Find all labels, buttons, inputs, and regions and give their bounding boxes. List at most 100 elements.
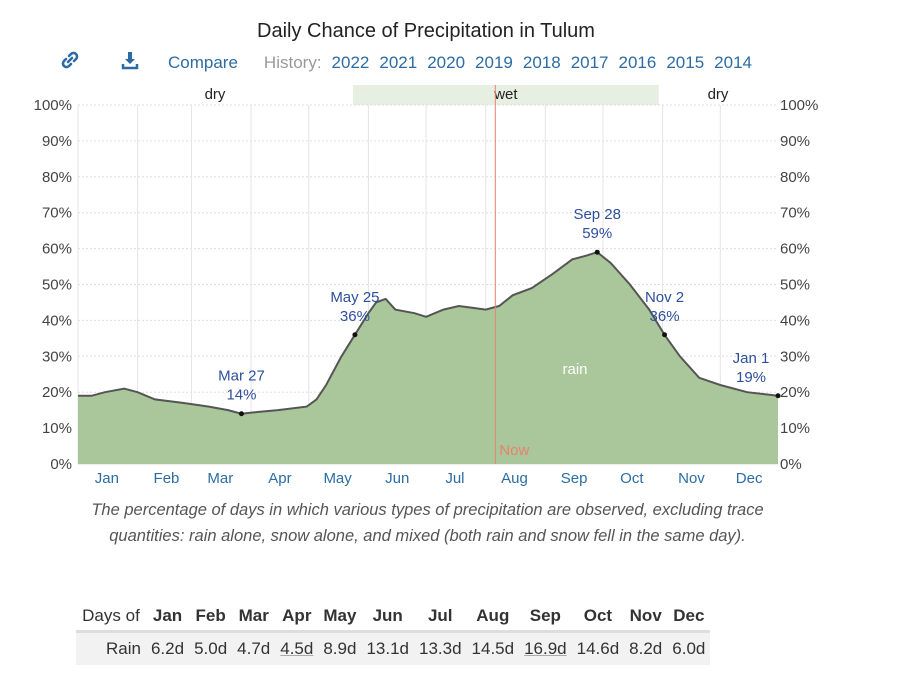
x-tick-label: Feb [154, 470, 180, 487]
y-tick-left: 20% [42, 384, 72, 401]
history-year-link[interactable]: 2014 [714, 52, 752, 72]
y-tick-left: 30% [42, 348, 72, 365]
rain-days-cell: 14.6d [571, 631, 625, 665]
y-tick-right: 90% [780, 133, 810, 150]
annotation-value: 59% [582, 225, 612, 242]
month-header: Feb [189, 602, 233, 633]
annotation-value: 14% [226, 387, 256, 404]
month-header: Dec [667, 602, 711, 633]
x-tick-label: Dec [736, 470, 763, 487]
rain-days-cell: 16.9d [519, 631, 572, 665]
x-tick-label: Sep [561, 470, 588, 487]
series-label: rain [562, 361, 587, 378]
annotation-point [775, 393, 781, 399]
season-label-wet: wet [493, 86, 518, 103]
rain-days-cell: 8.9d [318, 631, 362, 665]
y-tick-right: 10% [780, 420, 810, 437]
history-year-link[interactable]: 2015 [666, 52, 705, 72]
rain-days-cell: 13.1d [361, 631, 414, 665]
rain-days-cell: 4.7d [232, 631, 276, 665]
month-header: Sep [519, 602, 572, 633]
month-header: Mar [232, 602, 276, 633]
rain-days-cell: 6.0d [667, 631, 711, 665]
history-label: History: [263, 52, 322, 72]
chart-title: Daily Chance of Precipitation in Tulum [257, 20, 595, 42]
history-year-link[interactable]: 2022 [331, 52, 370, 72]
y-tick-left: 50% [42, 277, 72, 294]
x-tick-label: Oct [620, 470, 644, 487]
x-tick-label: Nov [678, 470, 705, 487]
y-tick-left: 40% [42, 312, 72, 329]
y-tick-right: 100% [780, 97, 818, 114]
x-tick-label: Jun [385, 470, 409, 487]
annotation-value: 36% [650, 308, 680, 325]
season-label-dry: dry [205, 86, 226, 103]
annotation-value: 19% [736, 369, 766, 386]
month-header: Aug [466, 602, 520, 633]
y-tick-left: 100% [34, 97, 72, 114]
y-tick-right: 50% [780, 277, 810, 294]
x-tick-label: May [323, 470, 352, 487]
y-tick-left: 10% [42, 420, 72, 437]
rain-days-cell: 6.2d [145, 631, 190, 665]
annotation-point [594, 249, 600, 255]
month-header: Jan [145, 602, 190, 633]
history-year-link[interactable]: 2016 [618, 52, 657, 72]
annotation-point [238, 411, 244, 417]
history-year-link[interactable]: 2017 [570, 52, 609, 72]
x-tick-label: Jul [445, 470, 464, 487]
y-tick-left: 70% [42, 205, 72, 222]
x-tick-label: Apr [268, 470, 291, 487]
history-year-link[interactable]: 2021 [379, 52, 418, 72]
annotation-date: May 25 [330, 289, 379, 306]
month-header: Nov [624, 602, 668, 633]
y-tick-left: 60% [42, 241, 72, 258]
month-header: May [318, 602, 362, 633]
annotation-point [662, 332, 668, 338]
wet-season-band [353, 85, 659, 105]
month-header: Jul [413, 602, 467, 633]
y-tick-left: 90% [42, 133, 72, 150]
compare-link[interactable]: Compare [168, 52, 238, 72]
y-tick-right: 20% [780, 384, 810, 401]
x-tick-label: Aug [501, 470, 528, 487]
link-icon[interactable] [60, 50, 80, 75]
rain-line [78, 251, 779, 415]
annotation-date: Jan 1 [733, 350, 770, 367]
month-header: Apr [275, 602, 319, 633]
y-tick-right: 80% [780, 169, 810, 186]
history-year-link[interactable]: 2018 [522, 52, 561, 72]
table-header-label: Days of [76, 602, 146, 633]
rain-days-cell: 4.5d [275, 631, 319, 665]
chart-caption: The percentage of days in which various … [91, 501, 764, 545]
toolbar: Compare History: 2022 2021 2020 2019 2018 201… [60, 50, 762, 75]
row-label: Rain [76, 631, 146, 665]
y-tick-right: 0% [780, 456, 802, 473]
annotation-point [352, 332, 358, 338]
now-label: Now [499, 442, 529, 459]
annotation-date: Mar 27 [218, 368, 265, 385]
season-label-dry: dry [708, 86, 729, 103]
y-tick-right: 30% [780, 348, 810, 365]
y-tick-left: 80% [42, 169, 72, 186]
rain-days-cell: 13.3d [413, 631, 467, 665]
rain-days-cell: 5.0d [189, 631, 233, 665]
rain-days-cell: 14.5d [466, 631, 520, 665]
history-year-link[interactable]: 2019 [475, 52, 513, 72]
y-tick-right: 60% [780, 241, 810, 258]
annotation-date: Nov 2 [645, 289, 684, 306]
y-tick-left: 0% [50, 456, 72, 473]
x-tick-label: Jan [95, 470, 119, 487]
download-icon[interactable] [120, 50, 140, 75]
precipitation-chart: wet dry dry 0% 0% 10% 10% 20% 20% 30% 30% 40% 40% 50%… [34, 85, 818, 487]
days-table: Days of Jan Feb Mar Apr May Jun Jul Aug Sep Oct Nov… [76, 602, 711, 665]
rain-days-cell: 8.2d [624, 631, 668, 665]
x-tick-label: Mar [207, 470, 233, 487]
annotation-date: Sep 28 [573, 206, 621, 223]
history-year-link[interactable]: 2020 [427, 52, 466, 72]
y-tick-right: 70% [780, 205, 810, 222]
month-header: Jun [361, 602, 414, 633]
annotation-value: 36% [340, 308, 370, 325]
month-header: Oct [571, 602, 625, 633]
y-tick-right: 40% [780, 312, 810, 329]
